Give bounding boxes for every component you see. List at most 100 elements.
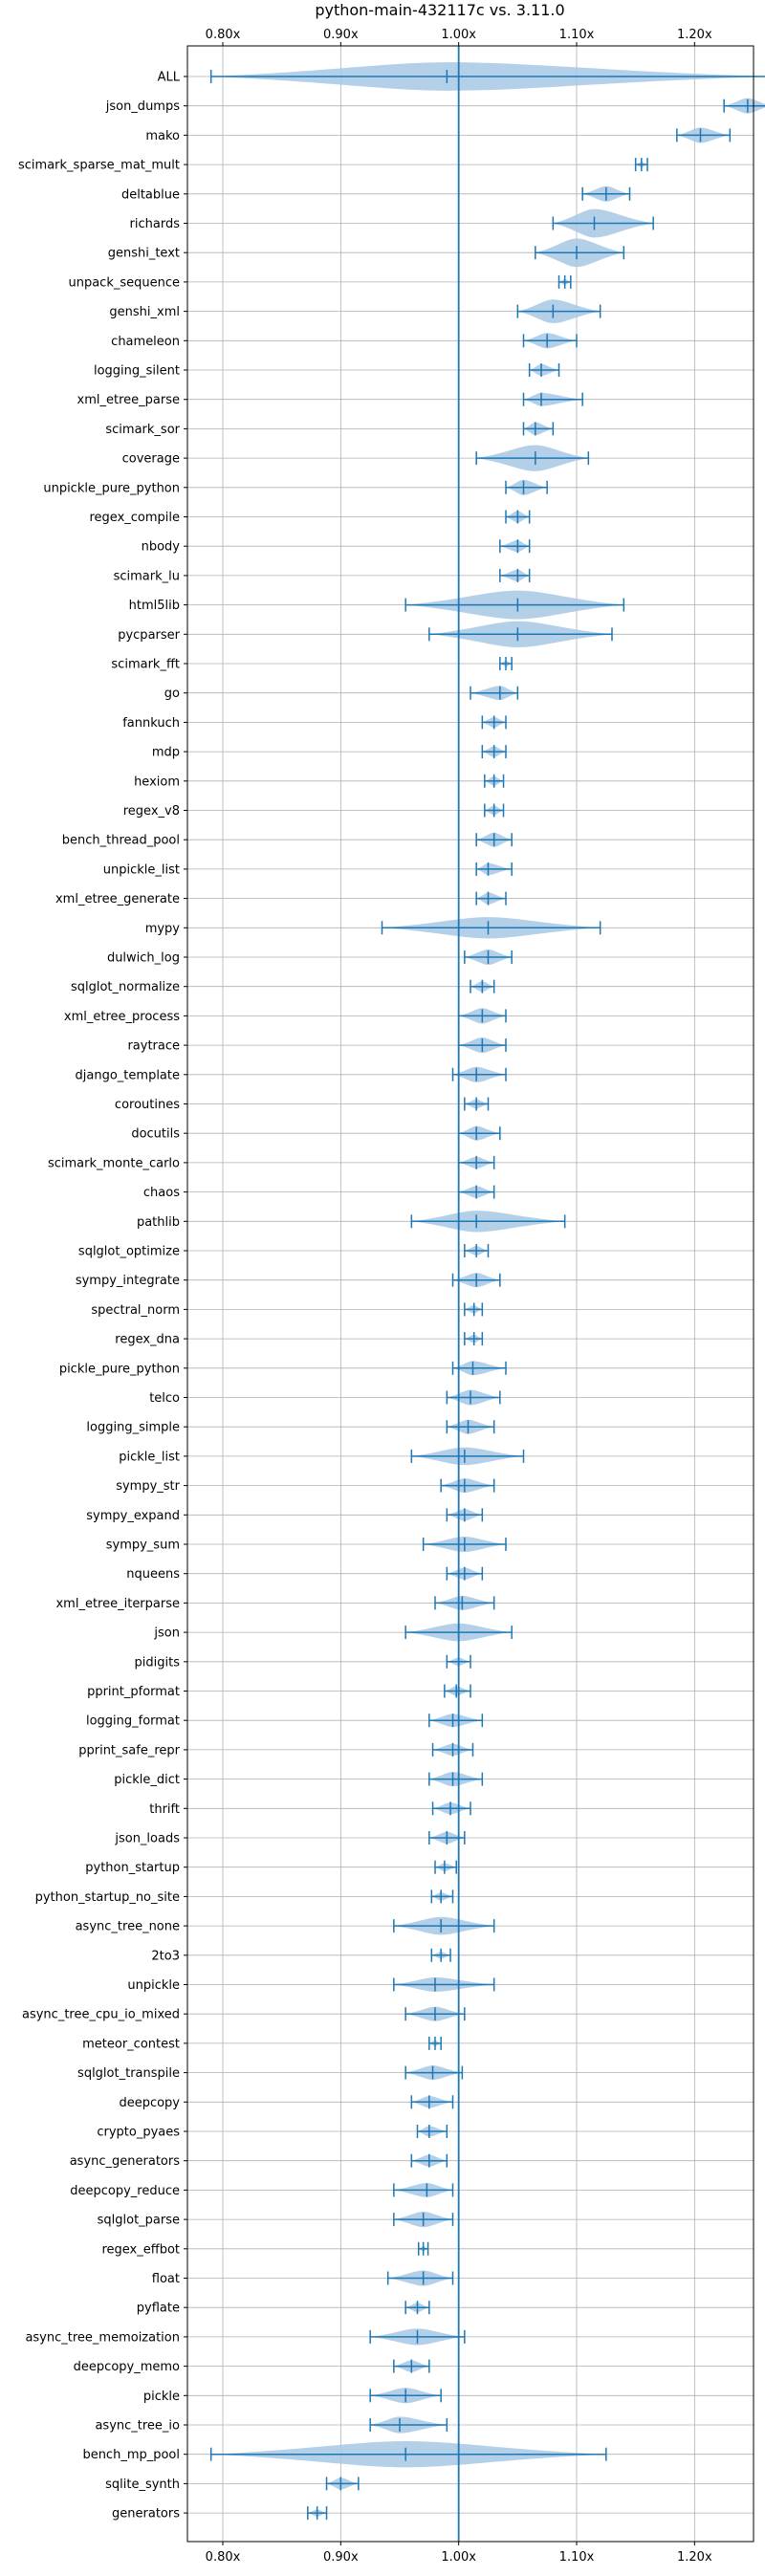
benchmark-violin <box>428 1772 484 1787</box>
benchmark-label: django_template <box>76 1068 180 1082</box>
benchmark-violin <box>470 686 519 701</box>
benchmark-label: scimark_fft <box>111 658 180 672</box>
benchmark-violin <box>209 62 765 91</box>
benchmark-label: sqlglot_normalize <box>71 980 180 994</box>
benchmark-label: pathlib <box>137 1215 180 1230</box>
benchmark-label: scimark_sparse_mat_mult <box>18 159 180 173</box>
benchmark-label: thrift <box>149 1802 180 1817</box>
benchmark-violin <box>422 1536 507 1553</box>
benchmark-violin <box>428 2036 442 2050</box>
x-tick-label-bottom: 1.00x <box>441 2550 476 2565</box>
benchmark-violin <box>552 208 654 238</box>
benchmark-label: ALL <box>158 71 181 85</box>
benchmark-label: xml_etree_process <box>64 1010 180 1024</box>
benchmark-label: crypto_pyaes <box>97 2126 180 2140</box>
benchmark-label: sympy_str <box>116 1479 180 1494</box>
benchmark-violin <box>209 2441 607 2468</box>
benchmark-violin <box>393 2182 454 2197</box>
benchmark-violin <box>393 2212 454 2228</box>
violin-layer <box>209 62 765 2521</box>
benchmark-violin <box>446 1389 501 1406</box>
benchmark-violin <box>393 1916 495 1935</box>
benchmark-label: unpickle_pure_python <box>43 481 180 495</box>
benchmark-violin <box>475 832 513 847</box>
benchmark-label: deepcopy_reduce <box>70 2184 180 2198</box>
benchmark-violin <box>522 333 578 349</box>
benchmark-label: pidigits <box>135 1655 181 1670</box>
benchmark-violin <box>404 2301 430 2315</box>
benchmark-label: deepcopy_memo <box>74 2360 180 2374</box>
benchmark-violin <box>444 1684 471 1698</box>
benchmark-violin <box>428 1714 484 1728</box>
benchmark-violin <box>481 715 507 730</box>
benchmark-violin <box>464 1332 484 1346</box>
benchmark-label: regex_effbot <box>101 2242 180 2257</box>
benchmark-label: regex_compile <box>89 511 180 525</box>
benchmark-label: regex_v8 <box>123 804 180 819</box>
benchmark-violin <box>522 392 583 406</box>
benchmark-label: pickle <box>143 2390 180 2404</box>
benchmark-label: go <box>164 687 180 701</box>
benchmark-label: generators <box>112 2507 180 2521</box>
benchmark-label: scimark_monte_carlo <box>48 1156 180 1170</box>
benchmark-label: telco <box>149 1391 180 1406</box>
benchmark-violin <box>451 1066 507 1082</box>
benchmark-violin <box>535 238 625 268</box>
benchmark-label: sympy_expand <box>86 1509 180 1523</box>
benchmark-label: pprint_pformat <box>87 1685 180 1699</box>
x-tick-label-bottom: 0.80x <box>206 2550 241 2565</box>
benchmark-violin <box>516 299 601 323</box>
benchmark-label: mypy <box>145 922 181 936</box>
benchmark-violin <box>505 479 548 495</box>
x-tick-label-top: 0.90x <box>323 28 359 42</box>
benchmark-violin <box>451 1361 507 1376</box>
benchmark-violin <box>484 803 505 818</box>
benchmark-label: logging_format <box>86 1714 180 1729</box>
benchmark-label: richards <box>130 217 181 231</box>
benchmark-label: pickle_dict <box>114 1773 180 1787</box>
benchmark-violin <box>676 127 732 143</box>
benchmark-label: xml_etree_generate <box>55 892 180 906</box>
benchmark-violin <box>475 445 590 471</box>
benchmark-label: pickle_pure_python <box>59 1362 180 1376</box>
benchmark-violin <box>381 917 601 939</box>
x-tick-label-top: 1.00x <box>441 28 476 42</box>
x-tick-label-top: 1.10x <box>559 28 595 42</box>
benchmark-violin <box>464 949 513 966</box>
benchmark-label: unpack_sequence <box>68 275 180 290</box>
benchmark-violin <box>557 274 572 289</box>
benchmark-violin <box>481 745 507 759</box>
benchmark-label: deltablue <box>121 187 180 202</box>
benchmark-violin <box>430 1889 454 1904</box>
benchmark-violin <box>369 2328 466 2346</box>
benchmark-label: pyflate <box>137 2302 180 2316</box>
benchmark-label: genshi_text <box>108 247 180 261</box>
benchmark-violin <box>431 1801 471 1816</box>
x-tick-label-bottom: 1.20x <box>677 2550 712 2565</box>
benchmark-violin <box>723 98 765 114</box>
benchmark-label: logging_silent <box>94 364 180 379</box>
benchmark-violin <box>386 2270 454 2286</box>
benchmark-label: sqlglot_parse <box>98 2214 180 2228</box>
benchmark-violin <box>369 2416 448 2434</box>
benchmark-label: 2to3 <box>151 1949 180 1963</box>
benchmark-label: async_tree_cpu_io_mixed <box>22 2008 180 2022</box>
benchmark-label: deepcopy <box>119 2096 180 2110</box>
benchmark-label: async_tree_memoization <box>25 2330 180 2345</box>
benchmark-label: dulwich_log <box>107 951 180 966</box>
benchmark-label: fannkuch <box>122 716 180 731</box>
benchmark-label: hexiom <box>134 775 180 789</box>
benchmark-label: genshi_xml <box>109 305 180 319</box>
benchmark-label: scimark_sor <box>105 423 180 437</box>
benchmark-violin <box>464 1097 490 1111</box>
benchmark-violin <box>431 1742 474 1757</box>
benchmark-label: bench_mp_pool <box>82 2448 180 2462</box>
benchmark-label: mdp <box>152 746 180 760</box>
benchmark-violin <box>499 539 531 554</box>
chart-title: python-main-432117c vs. 3.11.0 <box>315 1 564 19</box>
benchmark-label: async_tree_none <box>76 1920 180 1934</box>
benchmark-violin <box>404 2006 466 2021</box>
benchmark-violin <box>505 510 531 524</box>
benchmark-violin <box>369 2388 442 2404</box>
